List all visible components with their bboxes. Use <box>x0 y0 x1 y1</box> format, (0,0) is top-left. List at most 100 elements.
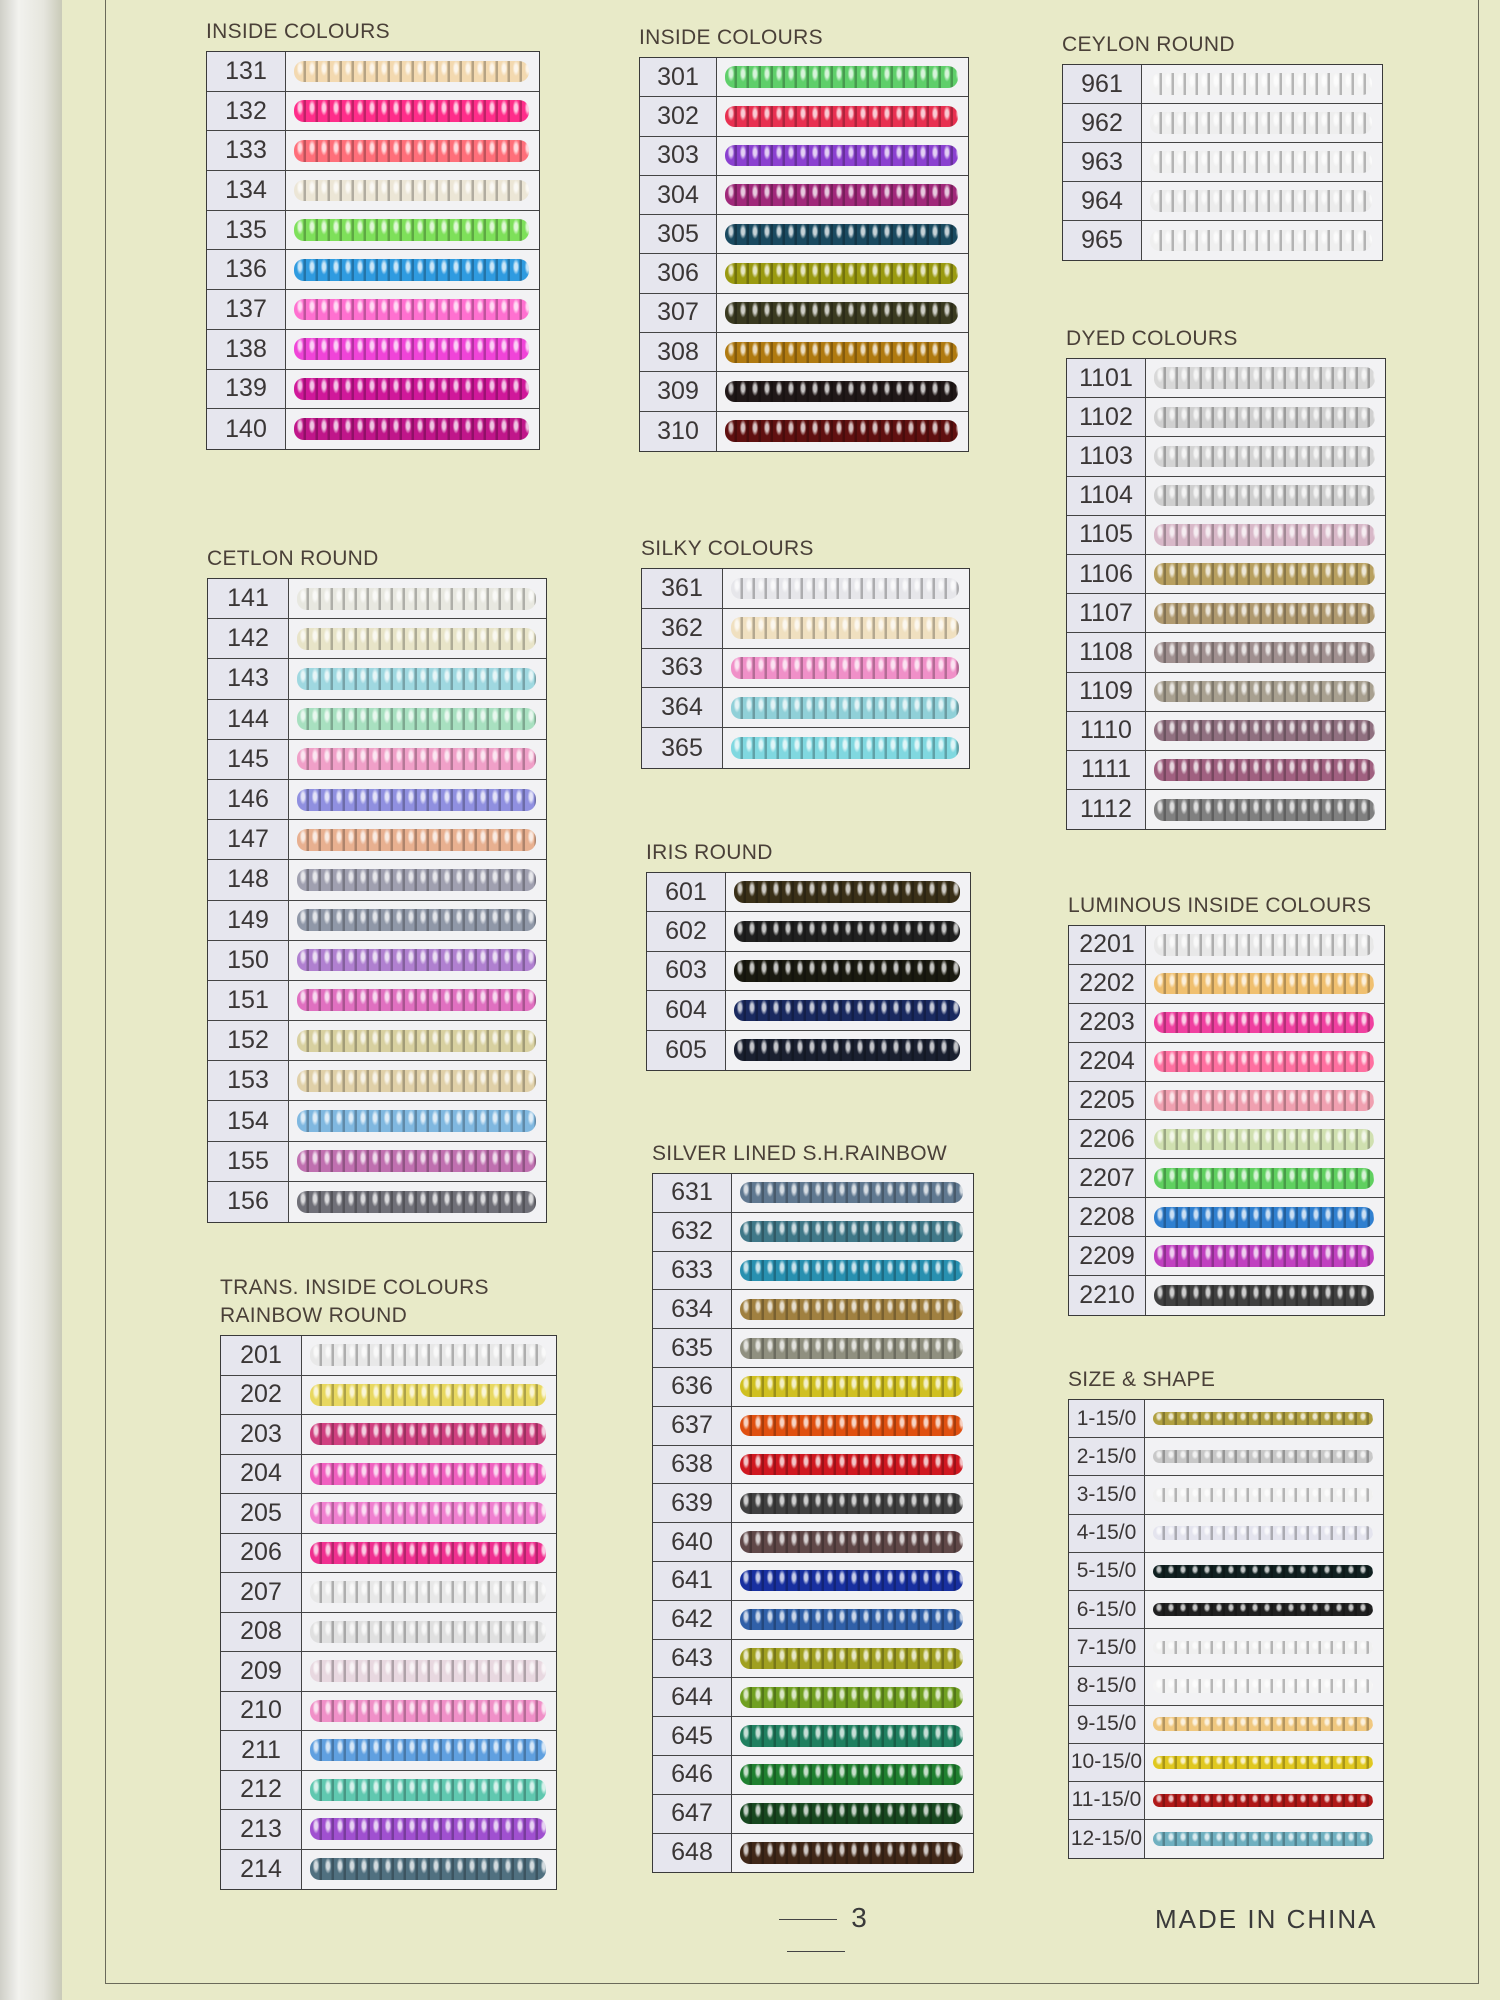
colour-row: 361 <box>642 569 969 609</box>
bead-strand <box>1154 1012 1374 1034</box>
colour-row: 156 <box>208 1181 546 1222</box>
colour-row: 154 <box>208 1101 546 1142</box>
colour-code: 302 <box>640 97 717 136</box>
colour-code: 6-15/0 <box>1069 1590 1145 1629</box>
bead-sample-cell <box>732 1174 973 1212</box>
colour-code: 1109 <box>1067 672 1146 711</box>
bead-strand <box>1154 406 1375 428</box>
bead-strand <box>740 1298 963 1320</box>
colour-code: 964 <box>1063 182 1142 220</box>
bead-strand <box>1154 524 1375 546</box>
colour-code: 141 <box>208 579 289 619</box>
bead-sample-cell <box>717 372 968 411</box>
colour-table: 1101 1102 1103 1104 1105 1106 1107 1108 1109 1110… <box>1066 358 1386 831</box>
bead-sample-cell <box>289 900 546 940</box>
bead-sample-cell <box>1145 1629 1383 1667</box>
colour-code: 643 <box>653 1639 732 1678</box>
bead-sample-cell <box>732 1755 973 1794</box>
colour-row: 141 <box>208 579 546 620</box>
colour-code: 2203 <box>1069 1003 1146 1042</box>
colour-row: 305 <box>640 215 968 255</box>
colour-section: CETLON ROUND 141 142 143 144 145 146 147 148 149 1… <box>207 547 547 1223</box>
colour-row: 1101 <box>1067 359 1385 399</box>
bead-sample-cell <box>302 1810 556 1849</box>
colour-code: 4-15/0 <box>1069 1514 1145 1552</box>
colour-code: 301 <box>640 58 717 97</box>
colour-code: 205 <box>221 1494 302 1533</box>
bead-sample-cell <box>732 1212 973 1251</box>
colour-section: SIZE & SHAPE 1-15/0 2-15/0 3-15/0 4-15/0 5-15… <box>1068 1368 1384 1860</box>
colour-code: 139 <box>207 369 286 409</box>
colour-code: 309 <box>640 372 717 411</box>
section-title: INSIDE COLOURS <box>206 19 390 43</box>
bead-strand <box>297 748 536 771</box>
bead-strand <box>1153 1450 1373 1464</box>
bead-sample-cell <box>1146 672 1385 711</box>
bead-sample-cell <box>732 1717 973 1755</box>
colour-code: 962 <box>1063 104 1142 142</box>
bead-strand <box>1154 1051 1374 1073</box>
colour-code: 214 <box>221 1849 302 1889</box>
bead-sample-cell <box>302 1415 556 1454</box>
colour-code: 2207 <box>1069 1159 1146 1198</box>
bead-strand <box>1150 112 1372 134</box>
colour-code: 1111 <box>1067 750 1146 790</box>
bead-strand <box>1154 798 1375 821</box>
bead-sample-cell <box>1146 926 1384 964</box>
colour-row: 202 <box>221 1375 556 1415</box>
bead-sample-cell <box>1145 1820 1383 1859</box>
bead-sample-cell <box>289 1061 546 1101</box>
colour-code: 308 <box>640 333 717 372</box>
colour-code: 1101 <box>1067 359 1146 398</box>
bead-sample-cell <box>1146 1276 1384 1315</box>
bead-sample-cell <box>302 1454 556 1493</box>
bead-sample-cell <box>1146 515 1385 554</box>
bead-sample-cell <box>286 91 539 131</box>
colour-row: 205 <box>221 1494 556 1534</box>
colour-code: 203 <box>221 1415 302 1454</box>
bead-sample-cell <box>1145 1781 1383 1820</box>
colour-row: 204 <box>221 1454 556 1494</box>
bead-sample-cell <box>289 1141 546 1181</box>
bead-strand <box>1154 1245 1374 1267</box>
section-title: INSIDE COLOURS <box>639 25 823 49</box>
bead-strand <box>310 1502 546 1525</box>
bead-strand <box>1153 1679 1373 1693</box>
bead-sample-cell <box>286 210 539 250</box>
section-title: CETLON ROUND <box>207 546 379 570</box>
bead-strand <box>734 999 960 1022</box>
colour-code: 635 <box>653 1329 732 1367</box>
colour-code: 2-15/0 <box>1069 1438 1145 1476</box>
colour-code: 148 <box>208 860 289 900</box>
colour-code: 5-15/0 <box>1069 1552 1145 1590</box>
bead-sample-cell <box>723 728 969 768</box>
bead-strand <box>725 66 958 88</box>
bead-strand <box>310 1541 546 1564</box>
bead-sample-cell <box>289 1021 546 1061</box>
colour-row: 634 <box>653 1290 973 1330</box>
colour-row: 151 <box>208 980 546 1022</box>
colour-code: 147 <box>208 820 289 860</box>
colour-code: 154 <box>208 1101 289 1141</box>
bead-sample-cell <box>717 215 968 254</box>
colour-code: 211 <box>221 1731 302 1770</box>
colour-row: 214 <box>221 1849 556 1889</box>
bead-strand <box>740 1259 963 1282</box>
bead-sample-cell <box>1146 711 1385 750</box>
bead-strand <box>725 145 958 167</box>
bead-sample-cell <box>732 1251 973 1290</box>
colour-code: 1108 <box>1067 633 1146 672</box>
bead-sample-cell <box>286 250 539 290</box>
colour-row: 4-15/0 <box>1069 1514 1383 1553</box>
bead-strand <box>740 1686 963 1708</box>
colour-code: 636 <box>653 1367 732 1406</box>
colour-row: 1-15/0 <box>1069 1400 1383 1439</box>
colour-row: 645 <box>653 1717 973 1756</box>
bead-sample-cell <box>717 97 968 136</box>
bead-sample-cell <box>289 820 546 860</box>
bead-sample-cell <box>1146 1198 1384 1237</box>
bead-strand <box>1154 1284 1374 1307</box>
colour-row: 644 <box>653 1678 973 1718</box>
colour-row: 633 <box>653 1251 973 1291</box>
bead-strand <box>294 219 529 241</box>
